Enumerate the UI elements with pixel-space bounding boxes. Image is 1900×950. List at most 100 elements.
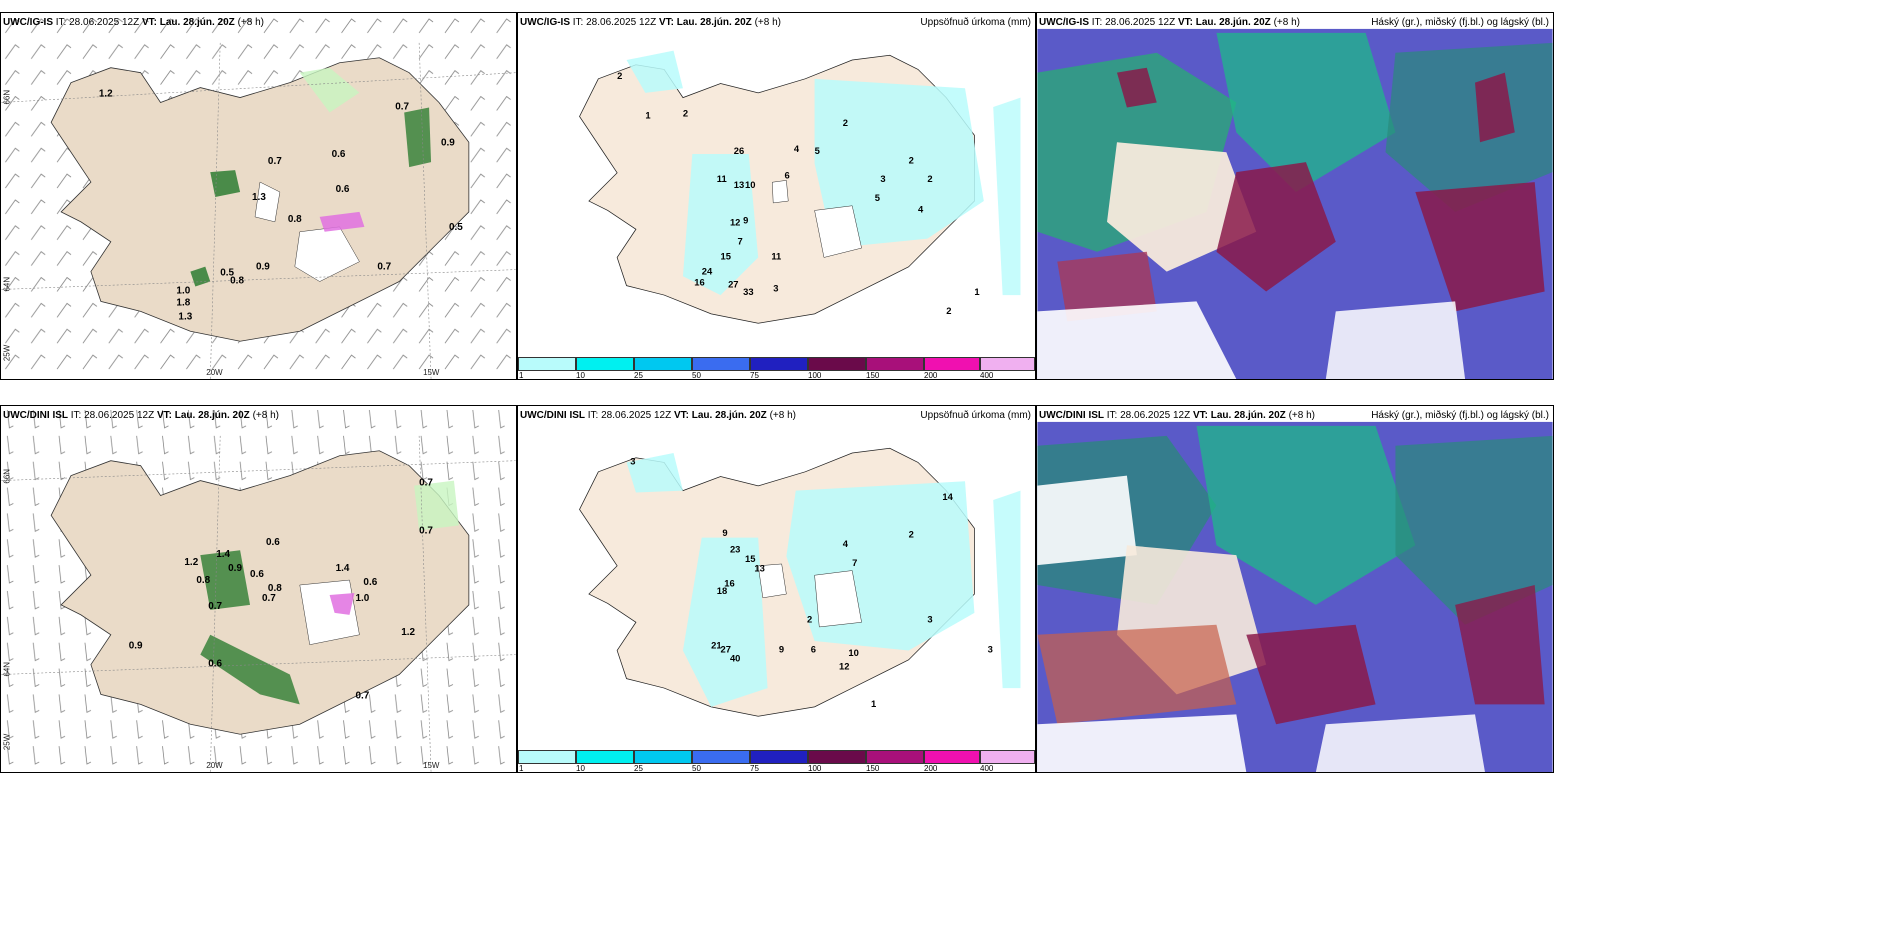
precip-map: 2 2 1 26 11 13 10 12 9 7 15 27 16 24 33 … (579, 50, 1021, 324)
svg-text:5: 5 (875, 192, 880, 203)
svg-text:2: 2 (909, 529, 914, 540)
svg-text:13: 13 (734, 179, 744, 190)
svg-text:40: 40 (730, 653, 740, 664)
svg-text:6: 6 (811, 643, 816, 654)
svg-text:0.6: 0.6 (266, 537, 280, 548)
svg-text:1: 1 (974, 286, 979, 297)
svg-text:16: 16 (694, 277, 704, 288)
svg-text:3: 3 (880, 173, 885, 184)
svg-text:1.2: 1.2 (184, 557, 198, 568)
svg-text:20W: 20W (206, 368, 223, 377)
svg-text:64N: 64N (2, 662, 11, 677)
svg-text:0.6: 0.6 (336, 184, 350, 195)
svg-text:26: 26 (734, 145, 744, 156)
panel-title: Uppsöfnuð úrkoma (mm) (920, 410, 1031, 421)
svg-text:3: 3 (630, 455, 635, 466)
svg-text:3: 3 (988, 643, 993, 654)
panel-title: Háský (gr.), miðský (fj.bl.) og lágský (… (1371, 410, 1549, 421)
svg-text:23: 23 (730, 544, 740, 555)
wind-map: 0.6 1.4 0.9 0.8 0.6 0.7 0.8 1.2 0.6 0.7 … (1, 406, 516, 772)
svg-text:18: 18 (717, 585, 727, 596)
panel-title: Uppsöfnuð úrkoma (mm) (920, 17, 1031, 28)
svg-text:0.7: 0.7 (419, 525, 433, 536)
svg-text:27: 27 (728, 279, 738, 290)
panel-header: UWC/IG-IS IT: 28.06.2025 12Z VT: Lau. 28… (3, 17, 264, 28)
panel-header: UWC/DINI ISL IT: 28.06.2025 12Z VT: Lau.… (3, 410, 279, 421)
svg-text:15W: 15W (423, 368, 440, 377)
svg-text:11: 11 (717, 173, 727, 184)
svg-text:0.9: 0.9 (441, 137, 455, 148)
svg-text:0.7: 0.7 (419, 478, 433, 489)
svg-text:0.8: 0.8 (268, 583, 282, 594)
svg-text:2: 2 (946, 305, 951, 316)
svg-text:1.4: 1.4 (216, 549, 230, 560)
svg-text:4: 4 (794, 143, 800, 154)
svg-text:27: 27 (721, 643, 731, 654)
svg-text:1: 1 (871, 698, 876, 709)
svg-text:10: 10 (745, 179, 755, 190)
svg-text:0.6: 0.6 (363, 577, 377, 588)
svg-text:0.7: 0.7 (395, 101, 409, 112)
svg-text:0.8: 0.8 (196, 575, 210, 586)
panel-wind-bottom: UWC/DINI ISL IT: 28.06.2025 12Z VT: Lau.… (0, 405, 517, 773)
svg-text:9: 9 (779, 643, 784, 654)
svg-text:1.3: 1.3 (178, 311, 192, 322)
svg-text:1.3: 1.3 (252, 192, 266, 203)
svg-text:16: 16 (724, 578, 734, 589)
svg-text:15: 15 (721, 250, 731, 261)
panel-header: UWC/IG-IS IT: 28.06.2025 12Z VT: Lau. 28… (520, 17, 781, 28)
panel-wind-top: UWC/IG-IS IT: 28.06.2025 12Z VT: Lau. 28… (0, 12, 517, 380)
precip-map: 3 9 23 15 13 16 18 2 1 40 27 9 2 4 7 6 14… (579, 447, 1021, 717)
svg-text:0.5: 0.5 (449, 222, 463, 233)
svg-text:25W: 25W (2, 344, 11, 361)
svg-text:2: 2 (927, 173, 932, 184)
svg-text:2: 2 (683, 107, 688, 118)
svg-text:14: 14 (942, 491, 953, 502)
svg-text:2: 2 (843, 117, 848, 128)
panel-precip-top: UWC/IG-IS IT: 28.06.2025 12Z VT: Lau. 28… (517, 12, 1036, 380)
svg-text:7: 7 (852, 557, 857, 568)
svg-text:15: 15 (745, 553, 755, 564)
svg-text:2: 2 (807, 613, 812, 624)
svg-text:1.8: 1.8 (176, 297, 190, 308)
panel-header: UWC/DINI ISL IT: 28.06.2025 12Z VT: Lau.… (520, 410, 796, 421)
svg-text:3: 3 (927, 613, 932, 624)
svg-text:2: 2 (617, 70, 622, 81)
svg-text:0.9: 0.9 (129, 641, 143, 652)
svg-text:0.9: 0.9 (256, 262, 270, 273)
svg-text:1.0: 1.0 (176, 285, 190, 296)
svg-text:4: 4 (918, 203, 924, 214)
svg-text:0.6: 0.6 (208, 659, 222, 670)
svg-text:1.2: 1.2 (401, 627, 415, 638)
svg-text:9: 9 (722, 527, 727, 538)
svg-text:0.6: 0.6 (332, 149, 346, 160)
svg-text:20W: 20W (206, 761, 223, 770)
svg-text:10: 10 (848, 647, 858, 658)
svg-text:4: 4 (843, 538, 849, 549)
svg-text:12: 12 (839, 660, 849, 671)
svg-text:11: 11 (771, 250, 781, 261)
svg-text:0.7: 0.7 (262, 593, 276, 604)
svg-text:0.7: 0.7 (268, 156, 282, 167)
svg-text:0.6: 0.6 (250, 569, 264, 580)
svg-text:0.8: 0.8 (230, 276, 244, 287)
cloud-map (1037, 28, 1553, 379)
svg-text:13: 13 (754, 562, 764, 573)
svg-text:5: 5 (815, 145, 820, 156)
svg-text:0.9: 0.9 (228, 563, 242, 574)
wind-map: 0.7 0.6 0.6 1.3 0.5 0.8 0.9 0.7 0.5 1.8 … (1, 13, 516, 379)
svg-text:1.4: 1.4 (336, 563, 350, 574)
panel-header: UWC/IG-IS IT: 28.06.2025 12Z VT: Lau. 28… (1039, 17, 1300, 28)
svg-text:25W: 25W (2, 733, 11, 750)
svg-text:33: 33 (743, 286, 753, 297)
svg-text:24: 24 (702, 265, 713, 276)
precip-colorbar: 1 10 25 50 75 100 150 200 400 (518, 750, 1035, 772)
precip-colorbar: 1 10 25 50 75 100 150 200 400 (518, 357, 1035, 379)
panel-precip-bottom: UWC/DINI ISL IT: 28.06.2025 12Z VT: Lau.… (517, 405, 1036, 773)
svg-text:66N: 66N (2, 469, 11, 484)
svg-text:66N: 66N (2, 90, 11, 105)
svg-text:64N: 64N (2, 277, 11, 292)
svg-text:15W: 15W (423, 761, 440, 770)
panel-title: Háský (gr.), miðský (fj.bl.) og lágský (… (1371, 17, 1549, 28)
svg-text:0.8: 0.8 (288, 214, 302, 225)
